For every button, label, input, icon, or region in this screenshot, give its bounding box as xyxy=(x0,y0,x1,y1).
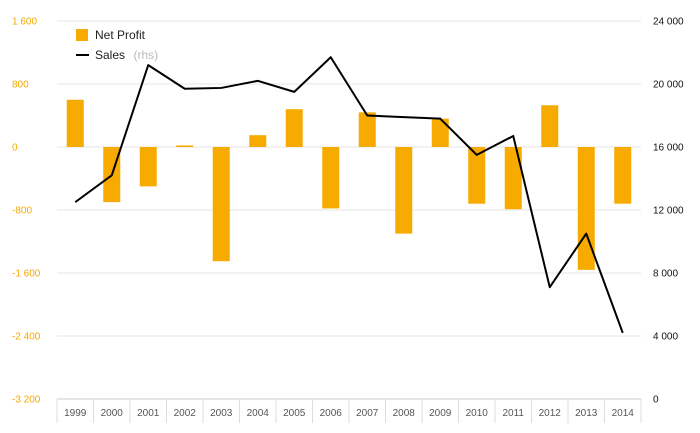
bar-2010 xyxy=(468,147,486,204)
left-tick-label: -2 400 xyxy=(12,332,41,343)
bar-2004 xyxy=(249,135,267,147)
bar-2014 xyxy=(614,147,632,204)
bar-2001 xyxy=(139,147,157,187)
legend: Net Profit Sales (rhs) xyxy=(76,28,158,63)
legend-swatch-net-profit xyxy=(76,29,88,41)
x-tick-label: 2005 xyxy=(283,408,306,419)
left-axis-ticks: 1 600 800 0 -800 -1 600 -2 400 -3 200 xyxy=(12,17,41,406)
bar-1999 xyxy=(66,99,84,147)
legend-label-net-profit: Net Profit xyxy=(95,28,146,42)
bar-2011 xyxy=(504,147,522,210)
x-tick-label: 1999 xyxy=(64,408,87,419)
x-tick-label: 2014 xyxy=(612,408,635,419)
left-tick-label: 1 600 xyxy=(12,17,37,28)
x-tick-label: 2009 xyxy=(429,408,452,419)
right-tick-label: 4 000 xyxy=(653,332,678,343)
legend-label-sales: Sales xyxy=(95,48,125,62)
bar-2006 xyxy=(322,147,340,209)
x-tick-label: 2010 xyxy=(466,408,489,419)
bar-2005 xyxy=(285,109,303,147)
x-tick-label: 2002 xyxy=(174,408,197,419)
right-tick-label: 16 000 xyxy=(653,143,684,154)
left-tick-label: -1 600 xyxy=(12,269,41,280)
x-tick-label: 2001 xyxy=(137,408,160,419)
left-tick-label: 0 xyxy=(12,143,18,154)
bar-2003 xyxy=(212,147,230,262)
legend-label-sales-suffix: (rhs) xyxy=(133,48,158,62)
right-tick-label: 12 000 xyxy=(653,206,684,217)
line-series-sales xyxy=(74,56,624,334)
x-tick-label: 2012 xyxy=(539,408,562,419)
bar-series-net-profit xyxy=(66,99,632,270)
bar-2012 xyxy=(541,105,559,147)
x-tick-label: 2011 xyxy=(502,408,524,419)
bar-2002 xyxy=(176,145,194,147)
x-tick-label: 2003 xyxy=(210,408,233,419)
right-tick-label: 0 xyxy=(653,395,659,406)
bar-2009 xyxy=(431,118,449,147)
right-tick-label: 24 000 xyxy=(653,17,684,28)
left-tick-label: -800 xyxy=(12,206,32,217)
x-tick-label: 2013 xyxy=(575,408,598,419)
x-tick-label: 2000 xyxy=(101,408,124,419)
legend-label-sales-group: Sales (rhs) xyxy=(95,46,158,63)
x-tick-label: 2007 xyxy=(356,408,379,419)
bar-2008 xyxy=(395,147,413,234)
right-tick-label: 8 000 xyxy=(653,269,678,280)
sales-line xyxy=(74,56,624,334)
bar-2007 xyxy=(358,112,376,147)
right-axis-ticks: 24 000 20 000 16 000 12 000 8 000 4 000 0 xyxy=(653,17,684,406)
left-tick-label: -3 200 xyxy=(12,395,41,406)
x-tick-label: 2006 xyxy=(320,408,343,419)
x-tick-label: 2008 xyxy=(393,408,416,419)
x-axis: 1999 2000 2001 2002 2003 2004 2005 2006 2007 2008… xyxy=(56,398,642,423)
left-tick-label: 800 xyxy=(12,80,29,91)
x-tick-label: 2004 xyxy=(247,408,270,419)
right-tick-label: 20 000 xyxy=(653,80,684,91)
